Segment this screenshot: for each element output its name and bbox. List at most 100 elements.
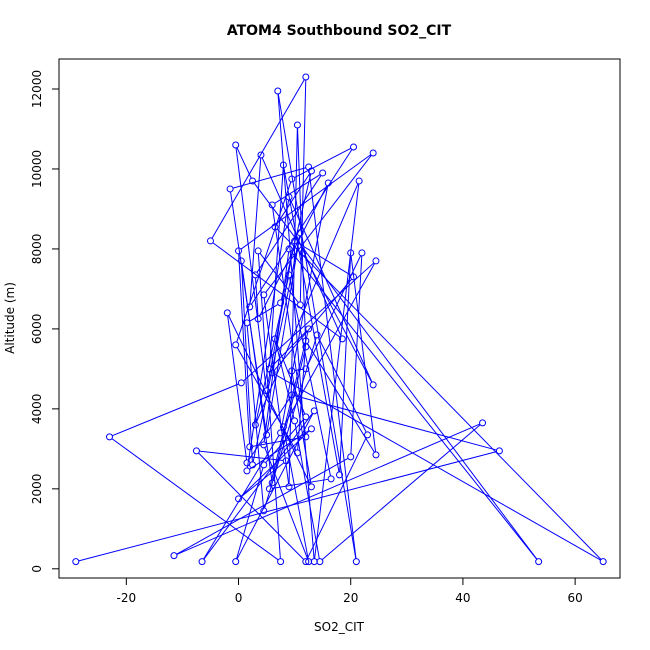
series-segment [259,252,299,303]
data-point [285,271,293,279]
series-segment [308,169,357,559]
series-segment [339,255,352,472]
series-segment [176,423,480,555]
series-segment [266,243,295,389]
data-point [296,301,304,309]
data-point [235,495,243,503]
data-point [302,73,310,81]
data-point [263,431,271,439]
data-point [226,185,234,193]
data-point [495,447,503,455]
series-segment [227,315,248,460]
series-segment [304,255,373,383]
data-point [307,167,315,175]
data-point [347,249,355,257]
data-point [291,417,299,425]
data-point [299,249,307,257]
series-segment [289,277,331,477]
data-point [237,379,245,387]
series-segment [232,167,306,189]
data-point [352,558,360,566]
series-segment [240,263,253,462]
series-segment [256,175,322,273]
series-segment [249,430,310,470]
data-point [355,177,363,185]
data-point [338,335,346,343]
data-point [310,407,318,415]
data-point [232,341,240,349]
series-segment [263,251,290,442]
series-segment [176,457,349,555]
data-point [198,558,206,566]
series-segment [238,253,251,444]
series-segment [277,93,357,559]
y-tick-label: 0 [30,565,44,573]
data-point [302,413,310,421]
data-point [535,558,543,566]
series-segment [272,478,329,489]
series-segment [280,173,312,301]
series-segment [198,452,305,560]
x-tick-label: -20 [117,591,137,605]
series-layer [72,73,607,566]
y-tick-label: 6000 [30,314,44,345]
data-point [246,443,254,451]
series-segment [314,183,360,559]
data-point [223,309,231,317]
data-point [307,483,315,491]
data-point [243,319,251,327]
y-tick-label: 8000 [30,234,44,265]
data-point [288,367,296,375]
series-segment [211,79,305,239]
data-point [271,335,279,343]
data-point [313,331,321,339]
data-point [277,429,285,437]
x-tick-label: 40 [455,591,470,605]
series-segment [289,199,373,383]
data-point [302,365,310,373]
x-tick-label: 60 [567,591,582,605]
series-segment [350,255,377,452]
series-segment [317,337,367,433]
data-point [479,419,487,427]
data-point [265,485,273,493]
series-segment [111,438,279,561]
data-point [285,193,293,201]
series-segment [199,450,284,462]
series-segment [288,127,298,484]
data-point [369,381,377,389]
series-segment [271,330,307,368]
series-segment [212,242,341,338]
data-point [170,552,178,560]
series-segment [257,253,281,559]
x-axis: -20 0 20 40 60 [117,577,583,605]
data-point [249,177,257,185]
data-point [282,457,290,465]
data-point [246,303,254,311]
series-segment [240,462,285,498]
data-point [243,467,251,475]
data-point [369,149,377,157]
series-segment [256,183,359,423]
data-point [277,558,285,566]
data-point [296,229,304,237]
series-segment [276,228,602,560]
data-point [350,143,358,151]
series-segment [284,263,375,425]
data-point [302,337,310,345]
data-point [268,201,276,209]
data-point [285,245,293,253]
data-point [105,433,113,441]
data-point [336,471,343,479]
data-point [260,291,268,299]
data-point [72,558,80,566]
data-point [232,141,240,149]
series-segment [236,347,297,451]
data-point [350,273,358,281]
data-point [271,223,279,231]
series-segment [275,341,306,415]
data-point [251,421,259,429]
series-segment [321,424,481,561]
